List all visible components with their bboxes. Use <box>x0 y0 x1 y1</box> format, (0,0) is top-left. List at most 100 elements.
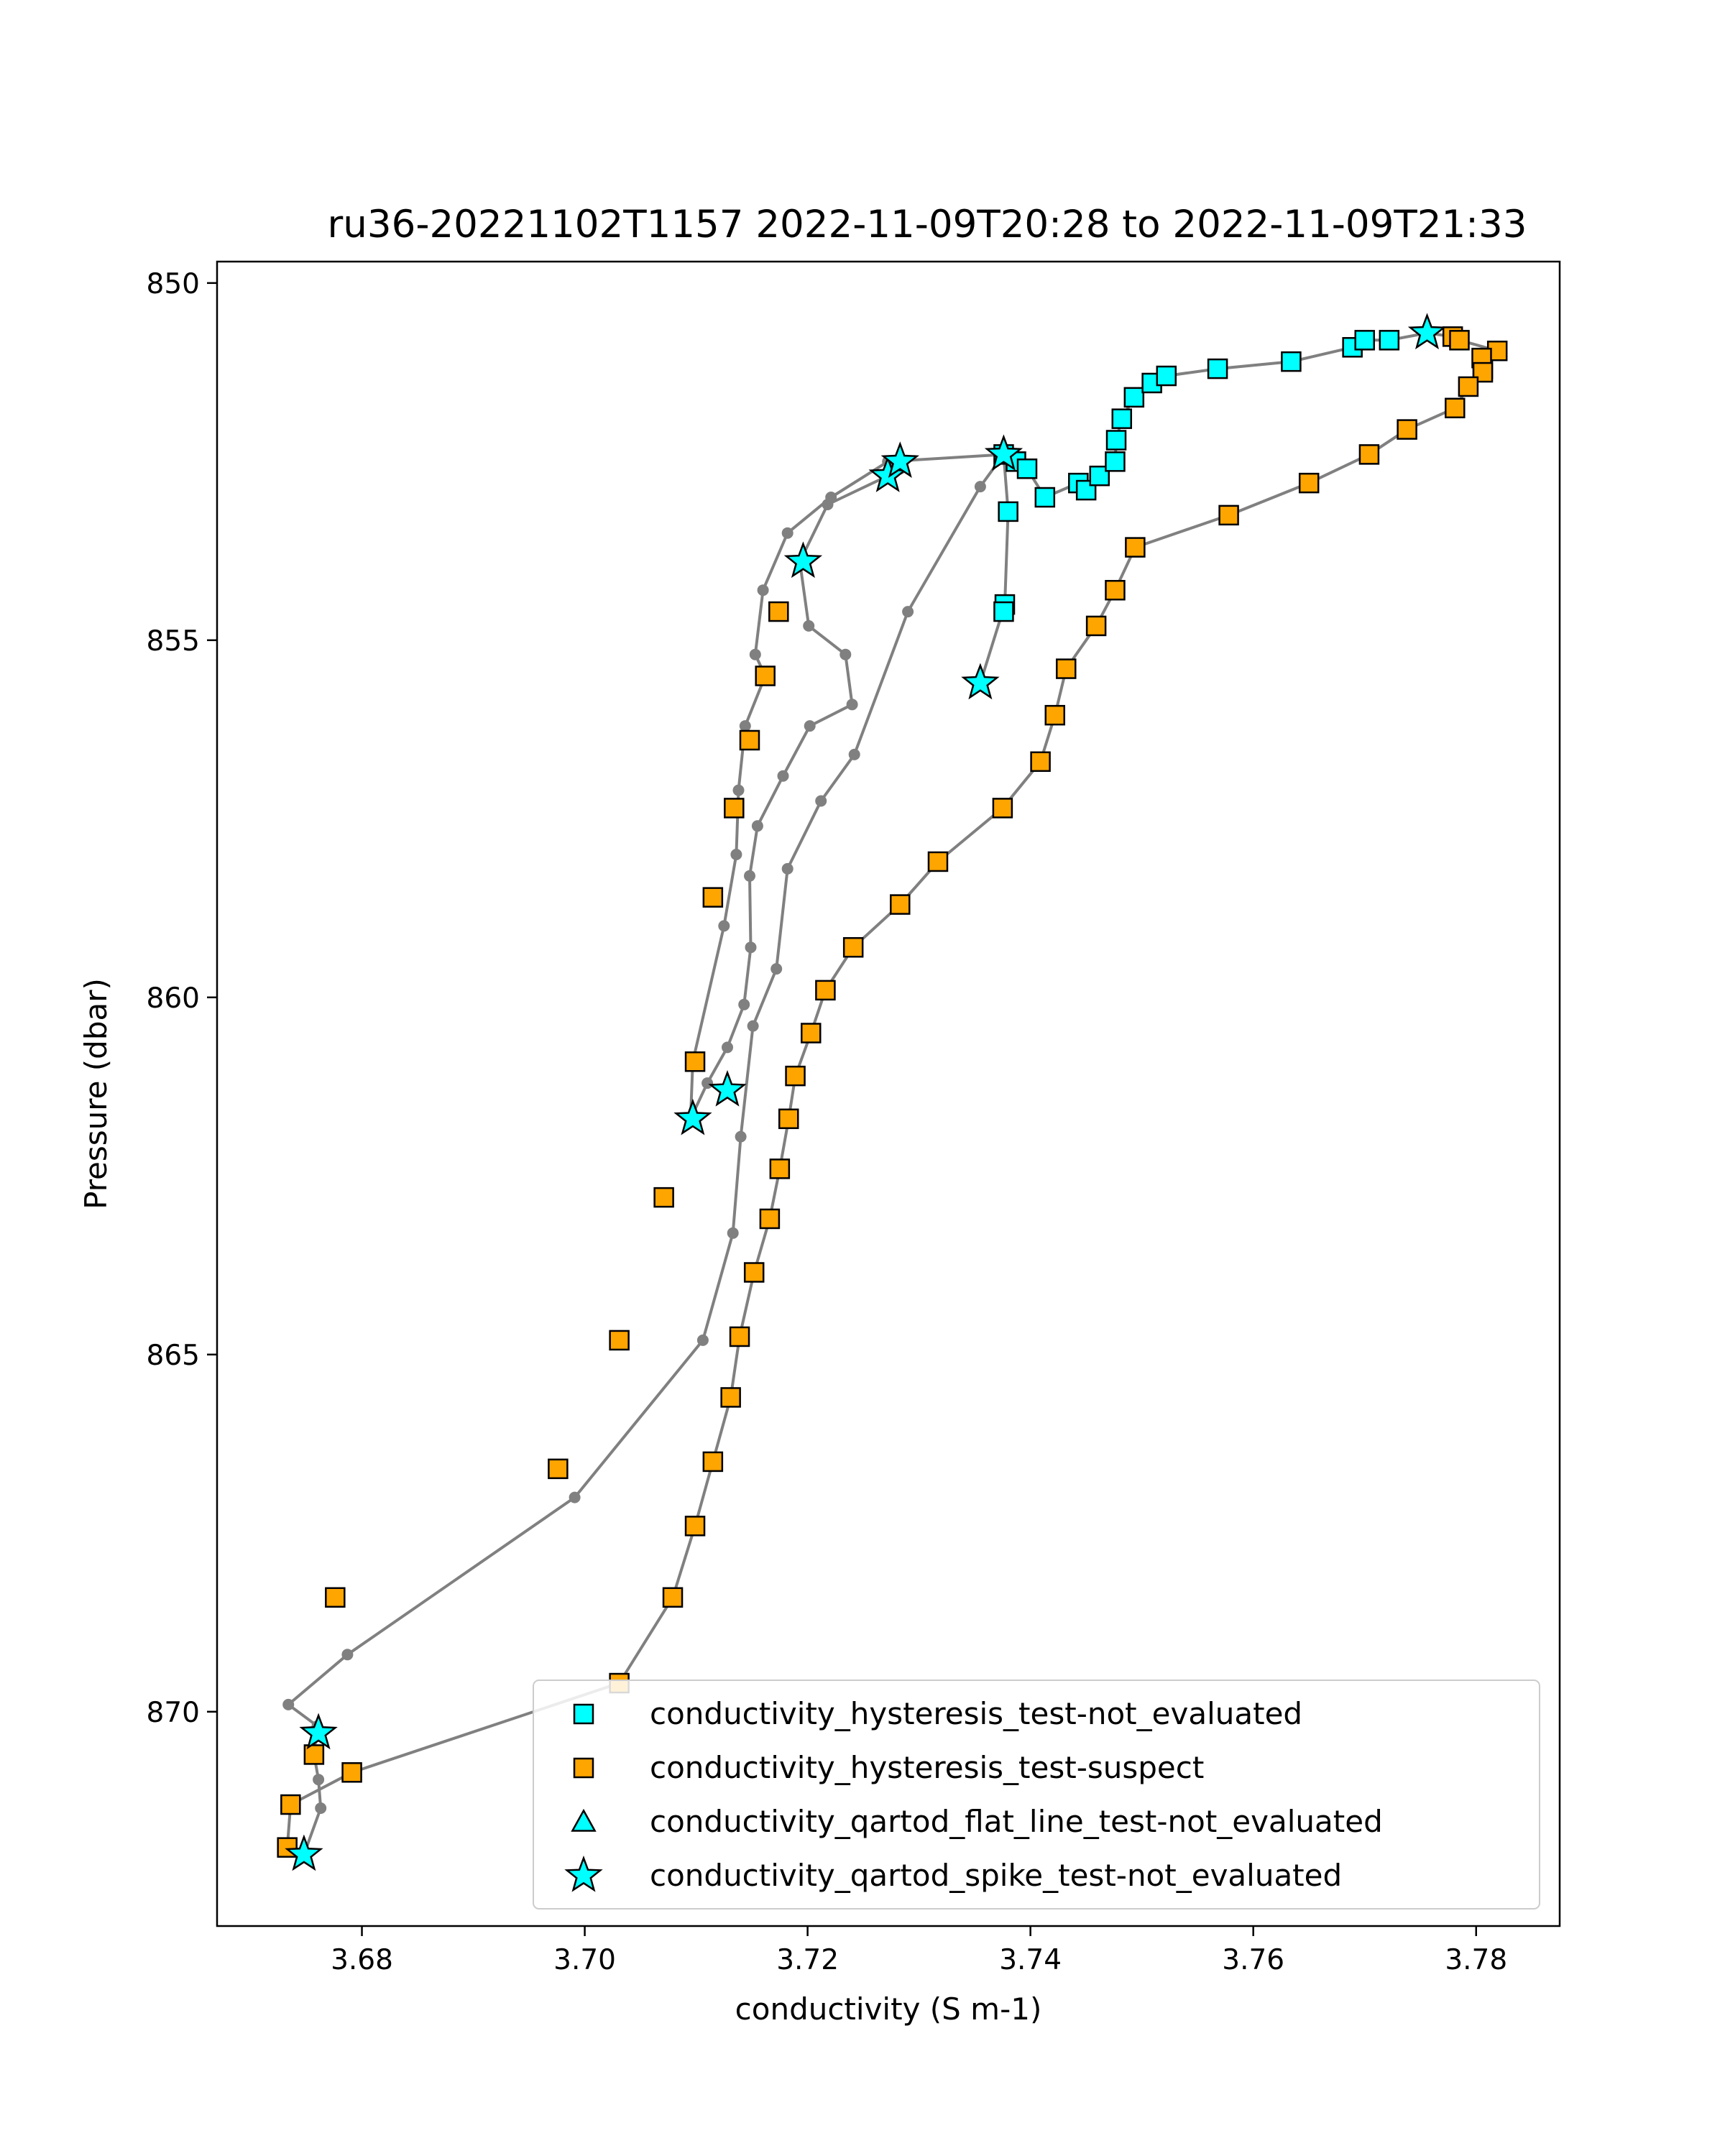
data-point-star <box>961 663 1000 700</box>
data-point-square <box>1472 361 1494 383</box>
profile-point <box>315 1802 327 1814</box>
data-point-square <box>325 1587 346 1608</box>
profile-point <box>744 870 755 882</box>
data-point-square <box>785 1065 806 1087</box>
profile-point <box>777 770 789 782</box>
profile-point <box>569 1491 581 1503</box>
data-point-square <box>768 601 789 622</box>
chart-title: ru36-20221102T1157 2022-11-09T20:28 to 2… <box>328 203 1527 247</box>
profile-point <box>781 527 794 539</box>
legend-marker-3 <box>571 1808 597 1832</box>
profile-point <box>341 1649 354 1661</box>
data-point-square <box>992 798 1013 819</box>
data-point-square <box>1354 330 1375 351</box>
y-tick-label: 860 <box>147 982 200 1015</box>
data-point-square <box>1458 376 1479 397</box>
data-point-square <box>1125 537 1146 558</box>
x-tick-label: 3.72 <box>776 1944 839 1976</box>
profile-point <box>804 720 816 732</box>
data-point-square <box>662 1587 684 1608</box>
data-point-star <box>673 1098 712 1135</box>
profile-point <box>696 1334 709 1346</box>
data-point-square <box>702 1451 724 1473</box>
legend-label-2: conductivity_hysteresis_test-suspect <box>650 1750 1204 1785</box>
legend-marker-4 <box>564 1855 603 1892</box>
profile-point <box>727 1227 739 1239</box>
legend-label-1: conductivity_hysteresis_test-not_evaluat… <box>650 1696 1302 1731</box>
y-tick-label: 850 <box>147 268 200 300</box>
profile-point <box>770 963 783 975</box>
profile-point <box>803 619 815 632</box>
profile-point <box>747 1020 759 1032</box>
data-point-square <box>1298 472 1320 494</box>
x-tick-label: 3.74 <box>999 1944 1062 1976</box>
data-point-star <box>984 434 1024 471</box>
data-point-square <box>1030 751 1051 773</box>
data-point-square <box>1111 408 1133 429</box>
x-axis: 3.68 3.70 3.72 3.74 3.76 3.78 <box>331 1926 1507 1976</box>
data-point-square <box>280 1794 301 1815</box>
series-2 <box>277 326 1508 1858</box>
data-point-star <box>880 441 919 478</box>
data-point-square <box>1016 459 1038 479</box>
profile-point <box>822 499 834 510</box>
profile-point <box>738 998 750 1010</box>
data-point-square <box>1105 451 1126 472</box>
data-point-square <box>998 501 1018 522</box>
data-point-square <box>1156 365 1177 387</box>
data-point-square <box>1105 430 1127 451</box>
plot-frame <box>216 260 1561 1927</box>
data-point-square <box>1056 658 1077 679</box>
profile-point <box>732 784 745 796</box>
data-point-square <box>1397 419 1417 440</box>
data-point-star <box>708 1070 747 1107</box>
data-point-square <box>1123 387 1145 408</box>
data-point-star <box>285 1834 323 1871</box>
series-4 <box>285 313 1447 1871</box>
profile-point <box>751 820 763 832</box>
data-point-square <box>927 851 949 872</box>
legend-box <box>533 1680 1540 1909</box>
profile-point <box>730 849 742 860</box>
x-tick-label: 3.76 <box>1222 1944 1284 1976</box>
data-point-square <box>609 1330 630 1351</box>
legend-marker-1 <box>573 1703 594 1725</box>
legend-label-3: conductivity_qartod_flat_line_test-not_e… <box>650 1804 1383 1839</box>
data-point-square <box>815 980 836 1001</box>
data-point-square <box>890 894 911 915</box>
data-point-square <box>778 1108 799 1130</box>
x-tick-label: 3.70 <box>553 1944 616 1976</box>
data-point-square <box>842 936 864 958</box>
profile-point <box>313 1774 325 1786</box>
y-tick-label: 870 <box>147 1697 200 1729</box>
data-point-square <box>1358 444 1380 465</box>
profile-point <box>722 1041 733 1054</box>
data-point-square <box>1218 505 1239 526</box>
data-point-square <box>801 1023 822 1044</box>
data-point-square <box>653 1187 674 1208</box>
data-point-square <box>739 729 760 751</box>
profile-point <box>846 699 858 711</box>
y-axis: 850 855 860 865 870 <box>147 268 217 1729</box>
profile-point <box>974 481 986 493</box>
data-point-square <box>769 1158 791 1179</box>
data-point-square <box>1281 351 1302 372</box>
data-point-star <box>783 541 823 579</box>
x-tick-label: 3.78 <box>1445 1944 1507 1976</box>
data-point-star <box>1407 313 1447 350</box>
data-point-square <box>684 1516 706 1537</box>
data-point-square <box>1105 579 1126 601</box>
y-tick-label: 865 <box>147 1340 200 1372</box>
profile-point <box>848 748 860 760</box>
profile-point <box>718 920 730 932</box>
data-point-square <box>729 1326 750 1348</box>
data-point-square <box>1449 330 1470 351</box>
legend-marker-2 <box>573 1757 594 1779</box>
profile-point <box>282 1698 295 1710</box>
data-point-square <box>755 665 776 686</box>
profile-point <box>739 720 751 732</box>
data-point-square <box>1445 397 1466 419</box>
data-point-square <box>720 1387 741 1408</box>
legend: conductivity_hysteresis_test-not_evaluat… <box>533 1680 1540 1909</box>
